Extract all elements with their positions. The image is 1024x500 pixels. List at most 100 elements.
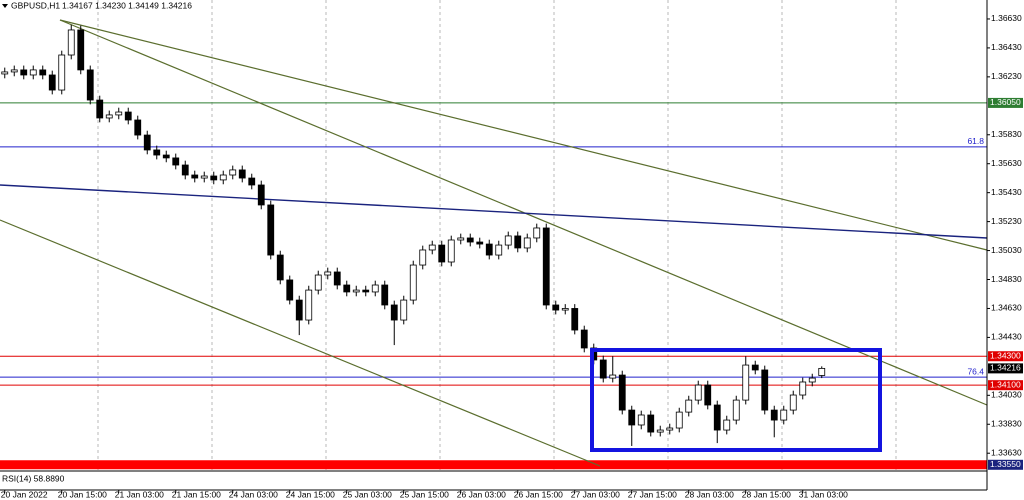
candle-body xyxy=(571,308,579,331)
price-label: 1.34216 xyxy=(990,363,1021,373)
x-tick-label: 28 Jan 03:00 xyxy=(685,489,734,499)
candle-body xyxy=(86,69,94,101)
candle-body xyxy=(523,237,531,249)
candle-body xyxy=(105,114,113,119)
vertical-grid xyxy=(97,0,897,470)
candle-body xyxy=(305,289,313,321)
candle-body xyxy=(1,71,9,75)
indicator-label: RSI(14) 58.8890 xyxy=(2,473,65,483)
candle-body xyxy=(780,409,788,421)
y-tick-label: 1.34030 xyxy=(991,390,1022,400)
candle-body xyxy=(58,54,66,91)
trend-line xyxy=(59,19,988,251)
candle-body xyxy=(818,367,826,376)
level-label: 1.33550 xyxy=(990,459,1021,469)
levels: 61.8 76.4 xyxy=(0,102,987,470)
trend-lines xyxy=(0,19,988,467)
y-tick-label: 1.35030 xyxy=(991,245,1022,255)
candle-body xyxy=(542,227,550,306)
candle-body xyxy=(67,29,75,56)
candle-body xyxy=(485,243,493,256)
y-tick-label: 1.35430 xyxy=(991,187,1022,197)
candle-body xyxy=(514,235,522,249)
candle-body xyxy=(29,69,37,76)
quote: 1.34167 1.34230 1.34149 1.34216 xyxy=(62,0,192,10)
candle-body xyxy=(153,149,161,156)
x-tick-label: 24 Jan 03:00 xyxy=(229,489,278,499)
candle-body xyxy=(191,174,199,179)
candle-body xyxy=(124,111,132,121)
candle-body xyxy=(48,74,56,91)
candle-body xyxy=(162,154,170,159)
candle-body xyxy=(628,409,636,426)
candle-body xyxy=(618,374,626,411)
candle-body xyxy=(371,284,379,293)
fib-label: 76.4 xyxy=(967,366,984,376)
candle-body xyxy=(751,364,759,371)
candle-body xyxy=(20,69,28,76)
x-tick-label: 21 Jan 15:00 xyxy=(172,489,221,499)
candle-body xyxy=(675,411,683,429)
candle-body xyxy=(362,289,370,293)
x-tick-label: 28 Jan 15:00 xyxy=(742,489,791,499)
x-tick-label: 20 Jan 15:00 xyxy=(58,489,107,499)
candle-body xyxy=(447,239,455,263)
y-tick-label: 1.33630 xyxy=(991,447,1022,457)
candle-body xyxy=(799,381,807,396)
candle-body xyxy=(286,279,294,301)
x-tick-label: 24 Jan 15:00 xyxy=(286,489,335,499)
candle-body xyxy=(438,244,446,263)
x-tick-label: 27 Jan 15:00 xyxy=(628,489,677,499)
candle-body xyxy=(732,399,740,421)
candle-body xyxy=(580,329,588,349)
candle-body xyxy=(390,304,398,321)
candle-body xyxy=(637,414,645,426)
candle-body xyxy=(419,249,427,266)
candle-body xyxy=(77,29,85,71)
candle-body xyxy=(352,289,360,293)
candle-body xyxy=(229,169,237,176)
candle-body xyxy=(561,308,569,311)
candle-body xyxy=(343,284,351,293)
candle-body xyxy=(476,241,484,245)
level-label: 1.34100 xyxy=(990,379,1021,389)
candle-body xyxy=(39,69,47,76)
x-tick-label: 31 Jan 03:00 xyxy=(799,489,848,499)
candle-body xyxy=(10,69,18,73)
candle-body xyxy=(333,271,341,286)
symbol-title: GBPUSD,H1 xyxy=(11,0,60,10)
candle-body xyxy=(314,274,322,291)
trend-line xyxy=(0,219,601,467)
candle-body xyxy=(134,119,142,136)
y-tick-label: 1.35830 xyxy=(991,129,1022,139)
fib-label: 61.8 xyxy=(967,136,984,146)
y-tick-label: 1.35630 xyxy=(991,158,1022,168)
y-tick-label: 1.35230 xyxy=(991,216,1022,226)
y-tick-label: 1.36230 xyxy=(991,71,1022,81)
y-tick-label: 1.36630 xyxy=(991,13,1022,23)
level-label: 1.36050 xyxy=(990,97,1021,107)
candle-body xyxy=(181,164,189,176)
trend-line xyxy=(0,184,988,239)
candle-body xyxy=(694,384,702,401)
candle-body xyxy=(324,271,332,276)
x-tick-label: 26 Jan 15:00 xyxy=(514,489,563,499)
price-box xyxy=(988,363,1023,374)
level-box xyxy=(988,351,1023,362)
candle-body xyxy=(761,369,769,411)
level-box xyxy=(988,97,1023,108)
candle-body xyxy=(143,134,151,151)
candle-body xyxy=(504,235,512,246)
candle-body xyxy=(267,204,275,256)
candle-body xyxy=(656,429,664,433)
candle-body xyxy=(428,244,436,251)
menu-triangle[interactable] xyxy=(2,4,8,8)
y-tick-label: 1.34430 xyxy=(991,332,1022,342)
candle-body xyxy=(599,359,607,379)
candle-body xyxy=(770,409,778,421)
level-box xyxy=(988,380,1023,391)
candle-body xyxy=(219,174,227,181)
candles xyxy=(1,24,826,446)
candle-body xyxy=(713,404,721,431)
